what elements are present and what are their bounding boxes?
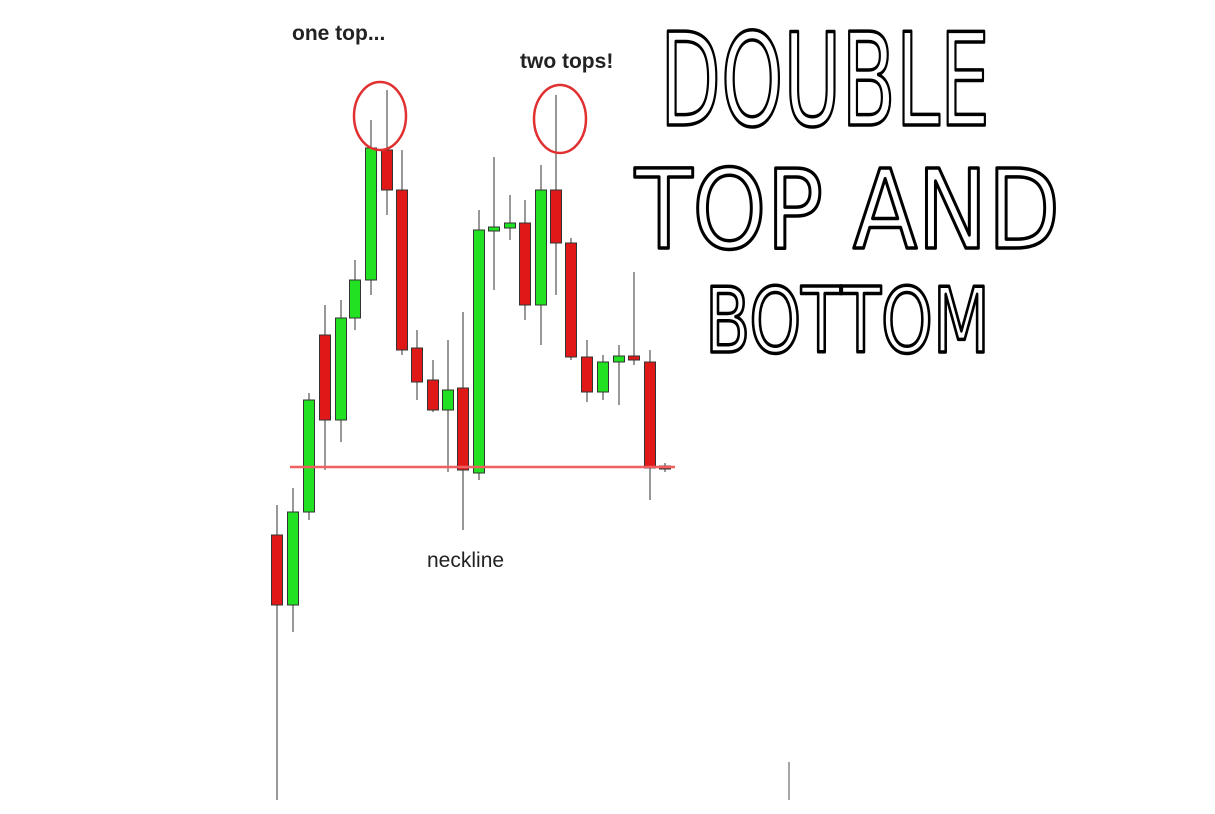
candle-body — [335, 317, 347, 421]
heading-line: BOTTOM — [705, 269, 990, 374]
candle-body — [613, 355, 625, 363]
candle-body — [427, 379, 439, 411]
candle-body — [303, 399, 315, 513]
candle-body — [473, 229, 485, 474]
annotation: neckline — [427, 549, 504, 572]
top-circle — [352, 80, 408, 152]
candlesticks — [271, 90, 671, 800]
candle-body — [271, 534, 283, 606]
candle-body — [365, 147, 377, 281]
candle-body — [381, 149, 393, 191]
candle-body — [504, 222, 516, 229]
candle-body — [411, 347, 423, 383]
top-circle — [532, 83, 588, 155]
candle-body — [396, 189, 408, 351]
candle-body — [442, 389, 454, 411]
candle-body — [349, 279, 361, 319]
candle-body — [597, 361, 609, 393]
candle-body — [644, 361, 656, 469]
candle-body — [457, 387, 469, 471]
candle-body — [535, 189, 547, 306]
candle-body — [565, 242, 577, 358]
annotation: two tops! — [520, 50, 613, 73]
candle-body — [581, 356, 593, 393]
candle-body — [519, 222, 531, 306]
candle-body — [488, 226, 500, 232]
annotation: one top... — [292, 22, 385, 45]
heading-line: DOUBLE — [660, 7, 990, 156]
heading-line: TOP AND — [634, 146, 1060, 274]
candle-body — [287, 511, 299, 606]
candle-body — [319, 334, 331, 421]
candle-body — [628, 355, 640, 361]
candle-body — [550, 189, 562, 244]
